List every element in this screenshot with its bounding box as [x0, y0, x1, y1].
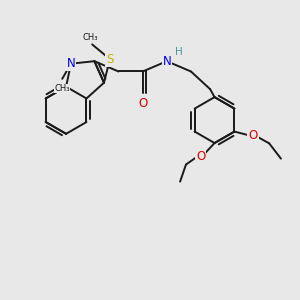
Text: CH₃: CH₃ [83, 33, 98, 42]
Text: N: N [163, 55, 171, 68]
Text: O: O [196, 150, 205, 163]
Text: N: N [67, 57, 75, 70]
Text: H: H [175, 47, 183, 57]
Text: O: O [138, 97, 147, 110]
Text: CH₃: CH₃ [55, 84, 70, 93]
Text: S: S [106, 53, 114, 66]
Text: O: O [248, 130, 258, 142]
